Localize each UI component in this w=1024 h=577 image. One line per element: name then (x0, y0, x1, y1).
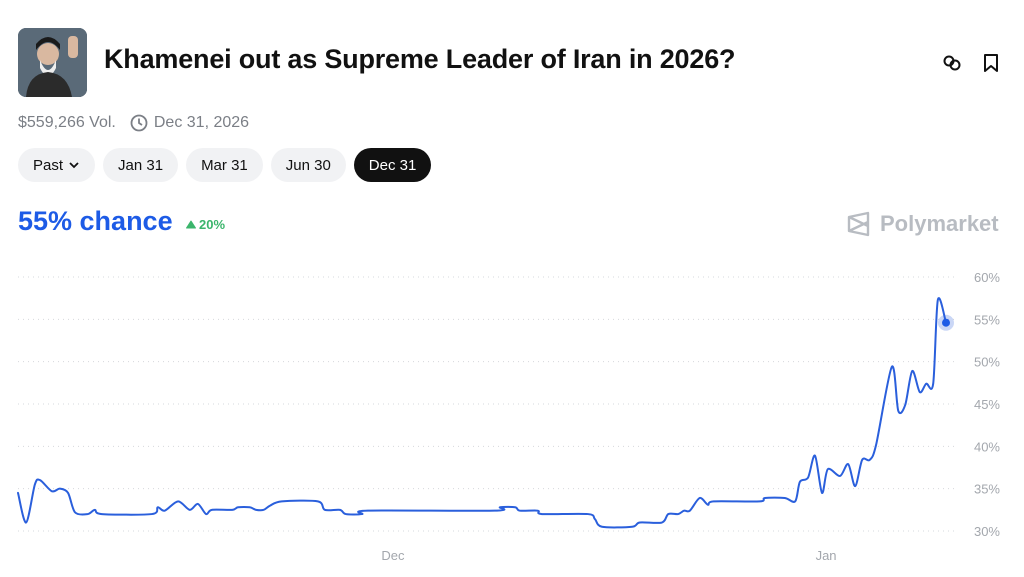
triangle-up-icon (186, 220, 196, 229)
y-tick-label: 55% (974, 312, 1000, 327)
current-point (942, 318, 950, 327)
chevron-down-icon (69, 162, 79, 169)
volume: $559,266 Vol. (18, 114, 116, 131)
market-thumbnail (18, 28, 87, 97)
price-line (17, 297, 947, 529)
y-tick-label: 50% (974, 355, 1000, 370)
clock-icon (130, 114, 148, 132)
y-tick-label: 35% (974, 482, 1000, 497)
brand-name: Polymarket (880, 211, 999, 236)
market-title: Khamenei out as Supreme Leader of Iran i… (104, 44, 736, 74)
price-chart[interactable]: 30% 35% 40% 45% 50% 55% 60% Dec Jan (0, 250, 1024, 577)
y-tick-label: 60% (974, 270, 1000, 285)
tab-label: Past (33, 156, 64, 174)
chance-value: 55% chance (18, 206, 173, 236)
x-tick-label: Dec (381, 548, 405, 563)
change-badge: 20% (186, 217, 225, 232)
y-tick-label: 30% (974, 524, 1000, 539)
tab-jun-30[interactable]: Jun 30 (270, 148, 346, 182)
x-tick-label: Jan (816, 548, 837, 563)
y-tick-label: 45% (974, 397, 1000, 412)
tab-dec-31[interactable]: Dec 31 (353, 148, 432, 182)
change-value: 20% (199, 217, 226, 232)
tab-past[interactable]: Past (18, 148, 96, 182)
bookmark-icon[interactable] (980, 52, 1002, 74)
link-icon[interactable] (941, 52, 963, 74)
tab-jan-31[interactable]: Jan 31 (103, 148, 179, 182)
tab-mar-31[interactable]: Mar 31 (186, 148, 263, 182)
y-tick-label: 40% (974, 439, 1000, 454)
market-meta: $559,266 Vol. Dec 31, 2026 (18, 114, 249, 132)
polymarket-logo-icon (847, 211, 870, 237)
end-date: Dec 31, 2026 (153, 114, 250, 131)
brand-logo: Polymarket (846, 211, 999, 237)
date-tabs: Past Jan 31 Mar 31 Jun 30 Dec 31 (18, 148, 432, 182)
